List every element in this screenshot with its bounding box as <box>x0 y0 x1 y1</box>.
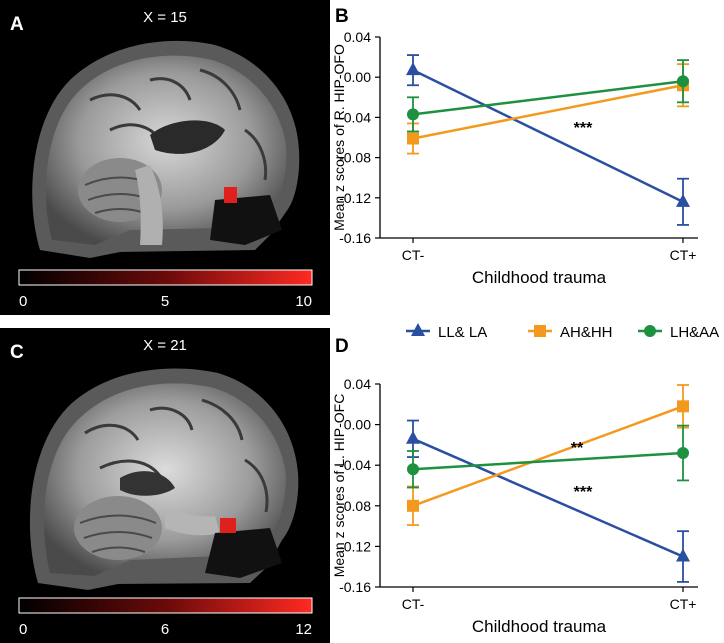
series-line <box>412 451 684 471</box>
colorbar-tick: 0 <box>19 621 27 638</box>
temporal-lobe <box>165 508 220 536</box>
series-line <box>412 79 684 116</box>
slice-label-c: X = 21 <box>143 337 187 354</box>
colorbar-tick: 12 <box>295 621 312 638</box>
square-marker <box>677 400 689 413</box>
chart-d: D 0.04 0.00 -0.04 -0.08 -0.12 -0.16 CT- CT+ Child… <box>331 336 698 636</box>
panel-letter: B <box>335 6 349 27</box>
triangle-marker <box>406 430 420 444</box>
series-line <box>412 69 684 203</box>
activation-cluster-c <box>220 518 236 533</box>
colorbar-tick: 10 <box>295 293 312 310</box>
y-tick-label: 0.04 <box>344 29 371 45</box>
sulci <box>84 398 269 513</box>
significance-annotation: ** <box>571 440 584 457</box>
significance-annotation: *** <box>574 484 593 501</box>
x-axis-label: Childhood trauma <box>472 268 607 287</box>
series-circle <box>407 424 689 489</box>
series-triangle <box>406 419 690 583</box>
cerebellum <box>74 496 162 560</box>
series-line <box>412 84 684 140</box>
square-marker <box>407 499 419 512</box>
brain-panel-a: A X = 15 0 5 10 <box>0 0 330 315</box>
x-tick-label: CT+ <box>670 247 697 263</box>
y-tick-label: -0.16 <box>339 579 371 595</box>
legend: LL& LA AH&HH LH&AA <box>406 323 719 341</box>
circle-marker <box>677 447 689 460</box>
chart-b: B 0.04 0.00 -0.04 -0.08 -0.12 -0.16 CT- CT+ Child… <box>331 6 698 287</box>
x-tick-label: CT+ <box>670 596 697 612</box>
slice-label-a: X = 15 <box>143 9 187 26</box>
square-marker <box>534 325 546 337</box>
triangle-marker <box>411 323 425 336</box>
y-tick-label: -0.04 <box>339 457 371 473</box>
y-axis-label: Mean z scores of L. HIP-OFC <box>331 394 347 578</box>
panel-letter: D <box>335 336 349 357</box>
y-axis-label: Mean z scores of R. HIP-OFO <box>331 44 347 231</box>
series-line <box>412 405 684 507</box>
series-square <box>407 384 689 526</box>
brain-slice-a: A X = 15 0 5 10 <box>10 9 313 310</box>
y-tick-label: 0.00 <box>344 417 371 433</box>
brainstem <box>135 165 163 245</box>
triangle-marker <box>406 62 420 76</box>
circle-marker <box>407 463 419 476</box>
circle-marker <box>644 325 656 337</box>
y-tick-label: 0.00 <box>344 69 371 85</box>
series-triangle <box>406 54 690 226</box>
square-marker <box>407 132 419 145</box>
x-tick-label: CT- <box>402 596 425 612</box>
y-tick-label: -0.12 <box>339 190 371 206</box>
sulci <box>89 68 268 181</box>
ventricle <box>120 471 175 496</box>
sinus-region <box>205 528 282 578</box>
y-tick-label: -0.08 <box>339 498 371 514</box>
legend-label: AH&HH <box>560 324 613 341</box>
panel-letter-c: C <box>10 342 24 363</box>
triangle-marker <box>676 193 690 207</box>
brain-panel-c: C X = 21 0 6 12 <box>0 328 330 643</box>
significance-annotation: *** <box>574 120 593 137</box>
brain-slice-c: C X = 21 0 6 12 <box>10 337 313 638</box>
ventricle <box>150 120 225 154</box>
activation-cluster-a <box>224 187 237 203</box>
y-tick-label: -0.08 <box>339 150 371 166</box>
triangle-marker <box>676 548 690 562</box>
series-line <box>412 437 684 558</box>
charts-area: B 0.04 0.00 -0.04 -0.08 -0.12 -0.16 CT- CT+ Child… <box>331 6 719 636</box>
sinus-region <box>210 195 282 245</box>
colorbar-tick: 5 <box>161 293 169 310</box>
colorbar-a <box>18 269 313 286</box>
circle-marker <box>677 75 689 88</box>
panel-letter-a: A <box>10 14 24 35</box>
legend-label: LH&AA <box>670 324 719 341</box>
legend-label: LL& LA <box>438 324 487 341</box>
y-tick-label: 0.04 <box>344 376 371 392</box>
colorbar-tick: 0 <box>19 293 27 310</box>
y-tick-label: -0.16 <box>339 230 371 246</box>
x-axis-label: Childhood trauma <box>472 617 607 636</box>
y-tick-label: -0.12 <box>339 538 371 554</box>
circle-marker <box>407 108 419 121</box>
y-tick-label: -0.04 <box>339 109 371 125</box>
series-circle <box>407 59 689 133</box>
x-tick-label: CT- <box>402 247 425 263</box>
colorbar-tick: 6 <box>161 621 169 638</box>
colorbar-c <box>18 597 313 614</box>
